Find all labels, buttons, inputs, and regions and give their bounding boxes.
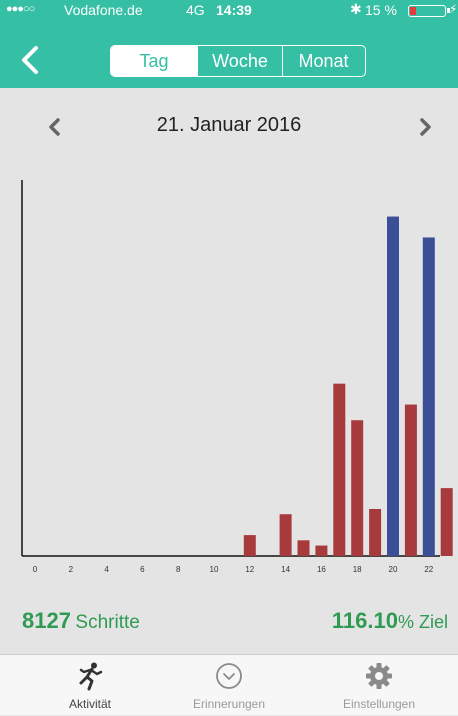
battery-percent: 15 % — [365, 2, 397, 18]
date-navigator: 21. Januar 2016 — [0, 108, 458, 148]
back-button[interactable] — [14, 40, 54, 80]
bottom-tab-bar: Aktivität Erinnerungen Einstellungen — [0, 654, 458, 715]
signal-strength-icon: ●●●○○ — [6, 3, 35, 15]
chart-bar — [351, 420, 364, 556]
x-tick-label: 16 — [317, 565, 326, 574]
x-tick-label: 20 — [389, 565, 398, 574]
tab-erinnerungen[interactable]: Erinnerungen — [154, 655, 304, 716]
chart-bar — [333, 383, 346, 556]
tab-tag[interactable]: Tag — [111, 46, 197, 76]
tab-erinnerungen-label: Erinnerungen — [192, 697, 266, 711]
goal-label: % Ziel — [397, 612, 448, 632]
tab-einstellungen[interactable]: Einstellungen — [304, 655, 454, 716]
app-header: ●●●○○ Vodafone.de 4G 14:39 ✱ 15 % ⚡ Tag … — [0, 0, 458, 88]
bluetooth-icon: ✱ — [350, 1, 362, 17]
x-tick-label: 6 — [140, 565, 145, 574]
chart-bar — [297, 540, 310, 556]
chart-bar — [279, 514, 292, 556]
chart-bar — [440, 488, 453, 556]
chart-bar — [315, 545, 328, 556]
status-time: 14:39 — [216, 2, 252, 18]
previous-day-button[interactable] — [44, 116, 66, 138]
tab-monat[interactable]: Monat — [282, 46, 364, 76]
battery-icon — [408, 5, 450, 17]
charging-icon: ⚡ — [449, 2, 458, 16]
clock-icon — [216, 663, 242, 689]
next-day-button[interactable] — [414, 116, 436, 138]
x-tick-label: 2 — [69, 565, 74, 574]
x-tick-label: 12 — [245, 565, 254, 574]
chart-bar — [387, 216, 399, 557]
steps-summary: 8127 Schritte — [22, 608, 140, 634]
period-selector: Tag Woche Monat — [110, 45, 366, 77]
hourly-steps-chart: 0 2 4 6 8 10 12 14 16 18 20 22 — [21, 180, 453, 574]
gear-icon — [366, 663, 392, 689]
chevron-right-icon — [420, 118, 431, 136]
x-tick-label: 0 — [33, 565, 38, 574]
x-tick-label: 18 — [353, 565, 362, 574]
goal-percentage: 116.10 — [331, 608, 398, 633]
tab-aktivitaet-label: Aktivität — [68, 697, 111, 711]
x-tick-label: 22 — [424, 565, 433, 574]
daily-summary: 8127 Schritte 116.10% Ziel — [0, 608, 458, 648]
chart-bar — [422, 237, 435, 556]
x-tick-label: 4 — [104, 565, 109, 574]
network-type: 4G — [186, 2, 205, 18]
chart-bar — [369, 509, 382, 556]
x-tick-label: 10 — [210, 565, 219, 574]
status-bar: ●●●○○ Vodafone.de 4G 14:39 ✱ 15 % ⚡ — [0, 0, 458, 22]
current-date: 21. Januar 2016 — [156, 114, 302, 136]
x-tick-label: 8 — [176, 565, 181, 574]
chevron-left-icon — [22, 46, 38, 74]
chart-bar — [404, 404, 417, 556]
runner-icon — [79, 662, 103, 691]
tab-aktivitaet[interactable]: Aktivität — [15, 655, 165, 716]
x-tick-label: 14 — [281, 565, 290, 574]
tab-woche[interactable]: Woche — [197, 46, 282, 76]
chart-bar — [243, 535, 256, 556]
tab-einstellungen-label: Einstellungen — [342, 697, 416, 711]
steps-count: 8127 — [22, 608, 71, 633]
steps-label: Schritte — [75, 612, 140, 633]
goal-summary: 116.10% Ziel — [332, 608, 448, 634]
chevron-left-icon — [49, 118, 60, 136]
carrier-name: Vodafone.de — [64, 2, 143, 18]
